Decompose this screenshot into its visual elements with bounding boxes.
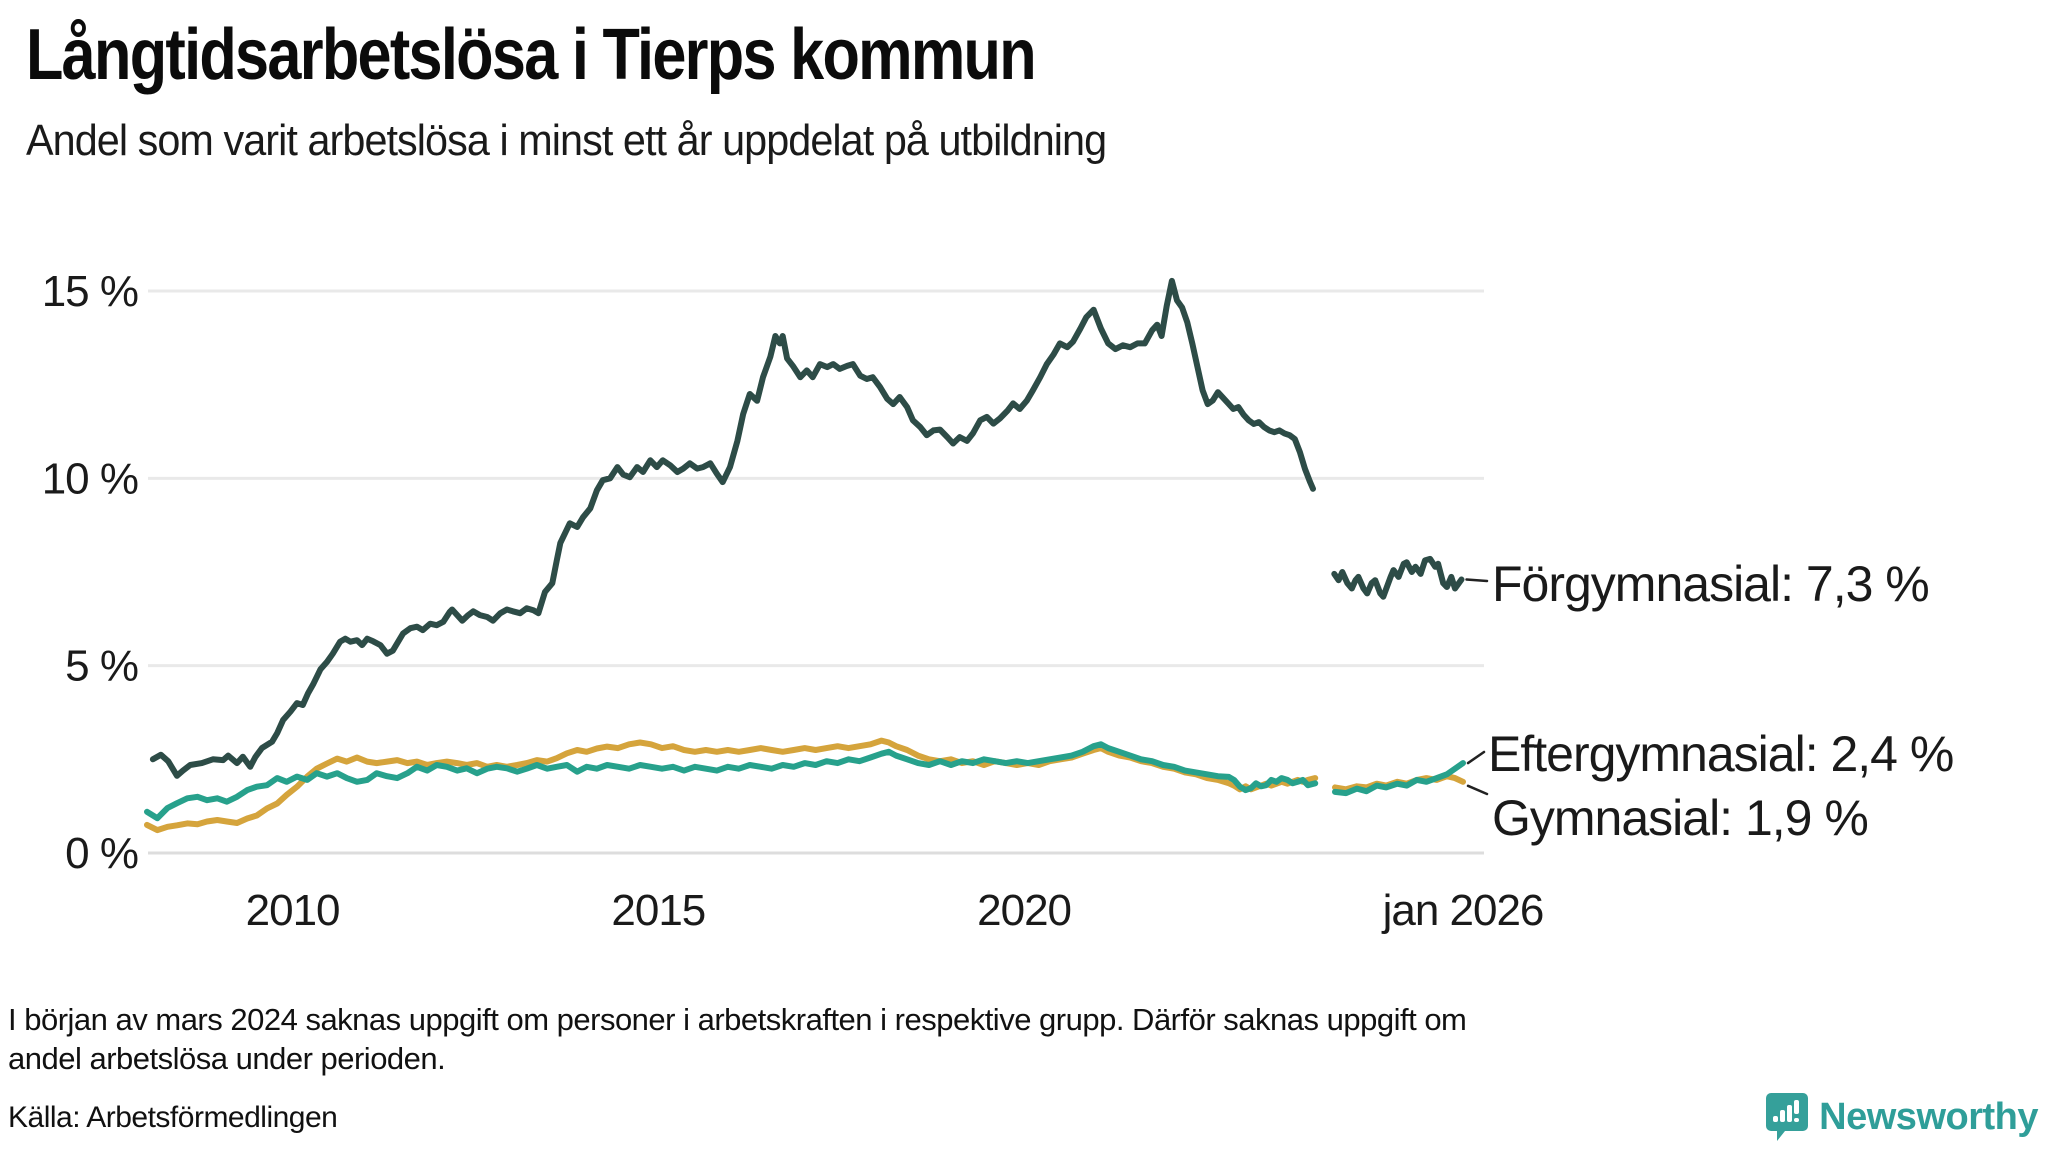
label-connector-eftergymnasial — [1466, 750, 1486, 765]
y-tick-label: 5 % — [65, 642, 138, 691]
x-tick-label: jan 2026 — [1381, 886, 1544, 935]
footnote-line-1: I början av mars 2024 saknas uppgift om … — [8, 1002, 1467, 1037]
y-tick-label: 10 % — [42, 454, 138, 503]
page-subtitle: Andel som varit arbetslösa i minst ett å… — [26, 116, 1107, 165]
y-tick-label: 15 % — [42, 267, 138, 316]
x-tick-label: 2020 — [977, 886, 1071, 935]
chart-bars-speech-bubble-icon — [1766, 1093, 1809, 1141]
page-title: Långtidsarbetslösa i Tierps kommun — [26, 15, 1037, 95]
series-line-förgymnasial — [149, 277, 1316, 779]
series-line-eftergymnasial — [144, 741, 1319, 822]
footnote-line-2: andel arbetslösa under perioden. — [8, 1041, 446, 1076]
series-label-gymnasial: Gymnasial: 1,9 % — [1492, 790, 1869, 846]
newsworthy-logo: Newsworthy — [1765, 1092, 2038, 1142]
footnote: I början av mars 2024 saknas uppgift om … — [8, 1000, 1467, 1078]
series-line-gymnasial — [144, 737, 1319, 834]
x-tick-label: 2010 — [246, 886, 340, 935]
series-line-förgymnasial — [1331, 555, 1465, 600]
label-connector-förgymnasial — [1465, 578, 1489, 583]
x-tick-label: 2015 — [611, 886, 705, 935]
newsworthy-logo-text: Newsworthy — [1819, 1095, 2038, 1138]
label-connector-gymnasial — [1466, 784, 1489, 796]
series-label-eftergymnasial: Eftergymnasial: 2,4 % — [1488, 726, 1954, 782]
y-tick-label: 0 % — [65, 829, 138, 878]
source-label: Källa: Arbetsförmedlingen — [8, 1101, 338, 1134]
series-label-forgymnasial: Förgymnasial: 7,3 % — [1492, 556, 1930, 612]
series-line-eftergymnasial — [1332, 760, 1466, 797]
